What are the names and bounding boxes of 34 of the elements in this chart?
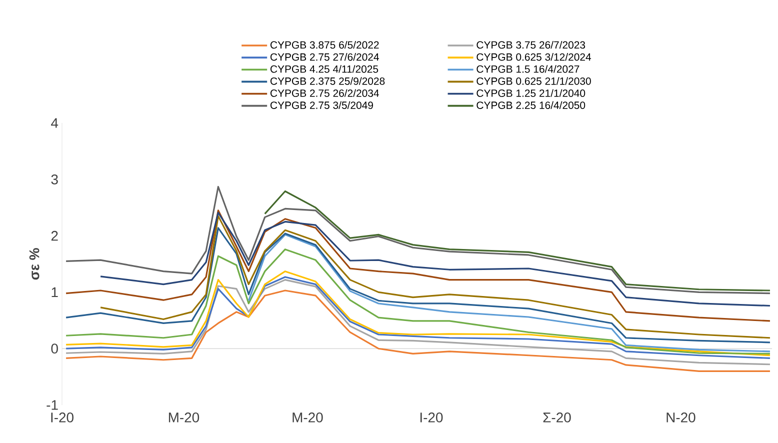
x-tick-label: I-20	[51, 412, 74, 422]
line-series	[248, 234, 771, 352]
line-series	[65, 186, 771, 294]
x-tick-label: M-20	[168, 412, 200, 422]
legend-label: CYPGB 2.75 27/6/2024	[270, 53, 379, 61]
x-tick-label: I-20	[420, 412, 443, 422]
line-series	[65, 227, 771, 344]
legend-label: CYPGB 0.625 21/1/2030	[476, 77, 591, 85]
x-tick-label: N-20	[666, 412, 696, 422]
legend-label: CYPGB 2.75 3/5/2049	[270, 101, 373, 109]
line-series	[100, 215, 771, 339]
y-tick-label: 4	[51, 118, 58, 128]
legend-label: CYPGB 3.875 6/5/2022	[270, 40, 379, 49]
line-series	[264, 190, 771, 292]
line-series	[100, 212, 771, 307]
y-tick-label: 1	[52, 287, 58, 297]
line-series	[65, 210, 771, 322]
y-tick-label: 2	[51, 230, 58, 241]
legend-label: CYPGB 0.625 3/12/2024	[476, 53, 592, 61]
legend-label: CYPGB 4.25 4/11/2025	[270, 65, 378, 73]
legend-label: CYPGB 2.375 25/9/2028	[270, 77, 385, 85]
x-tick-label: M-20	[292, 412, 323, 422]
legend-label: CYPGB 3.75 26/7/2023	[476, 40, 586, 49]
legend-label: CYPGB 1.5 16/4/2027	[476, 65, 580, 73]
line-series	[65, 290, 771, 372]
legend-label: CYPGB 1.25 21/1/2040	[476, 89, 586, 97]
x-tick-label: Σ-20	[543, 412, 571, 422]
y-axis-title: σε %	[29, 248, 40, 280]
line-series	[65, 248, 771, 354]
y-tick-label: 3	[51, 174, 58, 184]
legend-label: CYPGB 2.25 16/4/2050	[476, 101, 586, 109]
legend-label: CYPGB 2.75 26/2/2034	[270, 89, 379, 97]
y-tick-label: 0	[51, 344, 58, 354]
y-tick-label: -1	[46, 400, 58, 410]
